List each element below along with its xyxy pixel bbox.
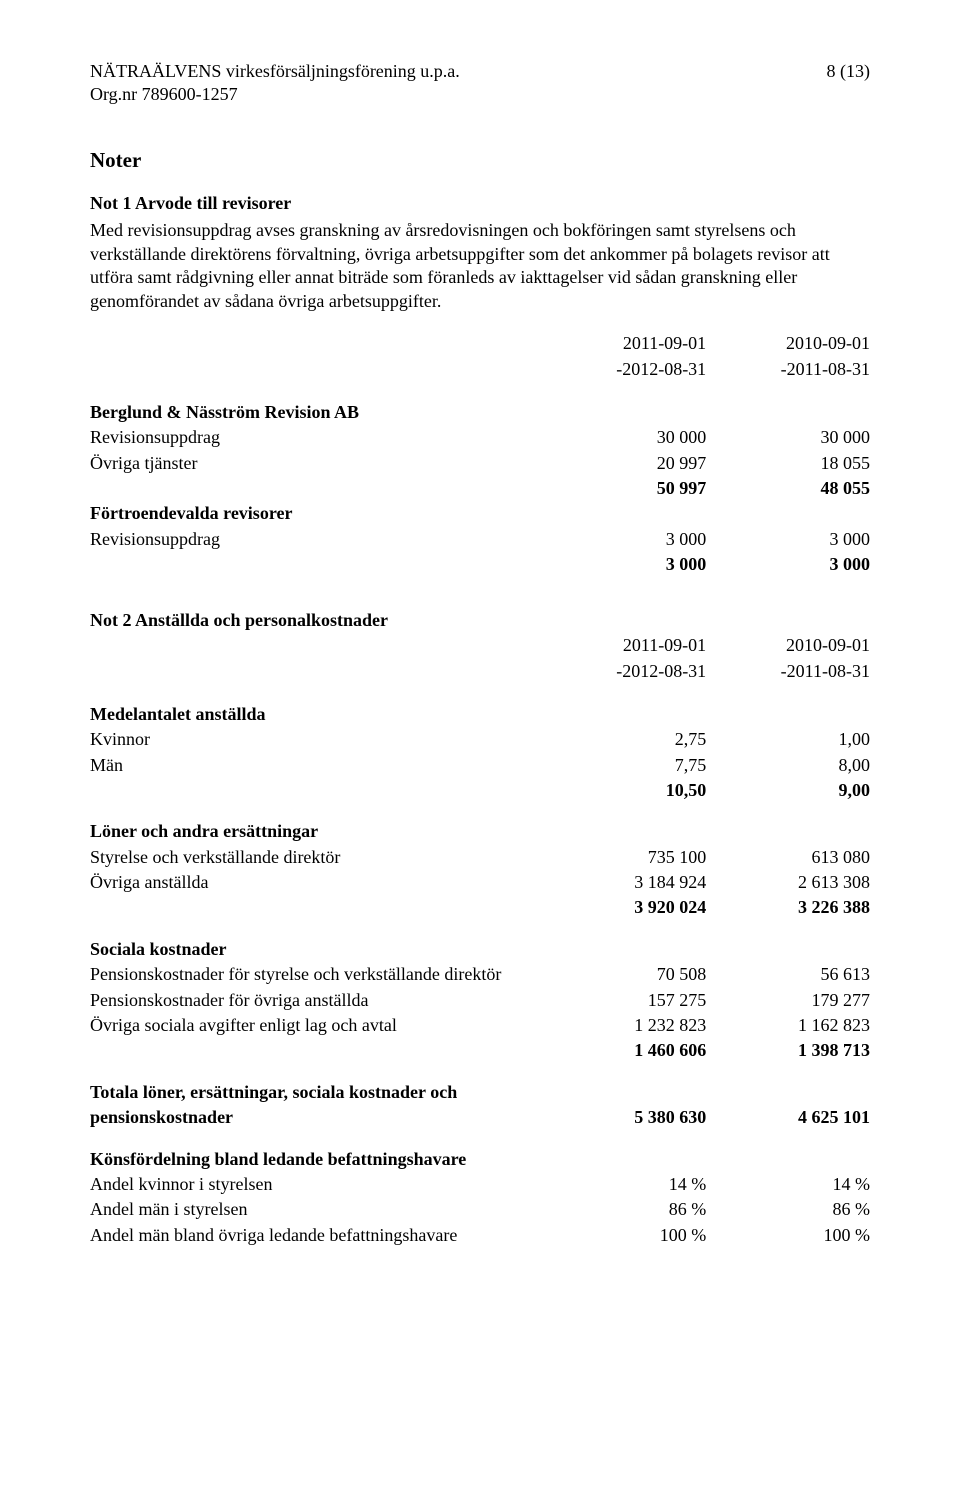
table-row-sum: 3 000 3 000 <box>90 552 870 577</box>
org-name: NÄTRAÄLVENS virkesförsäljningsförening u… <box>90 60 460 83</box>
cell-value: 70 508 <box>542 962 706 987</box>
note1-body: Med revisionsuppdrag avses granskning av… <box>90 219 870 313</box>
page-number: 8 (13) <box>827 60 871 83</box>
table-row: Revisionsuppdrag 3 000 3 000 <box>90 527 870 552</box>
table-row-total: pensionskostnader 5 380 630 4 625 101 <box>90 1105 870 1130</box>
cell-value: 7,75 <box>542 753 706 778</box>
table-row: Revisionsuppdrag 30 000 30 000 <box>90 425 870 450</box>
cell-value: 86 % <box>706 1197 870 1222</box>
table-row-sum: 1 460 606 1 398 713 <box>90 1038 870 1063</box>
row-label: Övriga sociala avgifter enligt lag och a… <box>90 1013 542 1038</box>
period-a-end: -2012-08-31 <box>542 659 706 685</box>
cell-value: 157 275 <box>542 988 706 1013</box>
row-label: Andel män i styrelsen <box>90 1197 542 1222</box>
cell-value: 1 232 823 <box>542 1013 706 1038</box>
period-b-start: 2010-09-01 <box>706 331 870 357</box>
cell-value: 30 000 <box>542 425 706 450</box>
table-row: Kvinnor 2,75 1,00 <box>90 727 870 752</box>
note1-group2-title: Förtroendevalda revisorer <box>90 501 542 526</box>
note1-table: 2011-09-01 2010-09-01 -2012-08-31 -2011-… <box>90 331 870 578</box>
period-a-end: -2012-08-31 <box>542 357 706 383</box>
note1-title: Not 1 Arvode till revisorer <box>90 192 870 215</box>
row-label: Revisionsuppdrag <box>90 527 542 552</box>
cell-value: 30 000 <box>706 425 870 450</box>
table-row-sum: 50 997 48 055 <box>90 476 870 501</box>
cell-value: 1,00 <box>706 727 870 752</box>
cell-value: 86 % <box>542 1197 706 1222</box>
cell-value: 3 000 <box>706 552 870 577</box>
row-label: Styrelse och verkställande direktör <box>90 845 542 870</box>
cell-value: 3 226 388 <box>706 895 870 920</box>
note2-sec1-title: Medelantalet anställda <box>90 702 542 727</box>
total-label-line1: Totala löner, ersättningar, sociala kost… <box>90 1080 542 1105</box>
period-b-end: -2011-08-31 <box>706 357 870 383</box>
cell-value: 18 055 <box>706 451 870 476</box>
cell-value: 100 % <box>706 1223 870 1248</box>
note2-sec3-title: Sociala kostnader <box>90 937 542 962</box>
cell-value: 3 000 <box>542 527 706 552</box>
period-b-start: 2010-09-01 <box>706 633 870 659</box>
table-row: Övriga sociala avgifter enligt lag och a… <box>90 1013 870 1038</box>
cell-value: 9,00 <box>706 778 870 803</box>
table-row: Män 7,75 8,00 <box>90 753 870 778</box>
row-label: Pensionskostnader för övriga anställda <box>90 988 542 1013</box>
table-row: Övriga tjänster 20 997 18 055 <box>90 451 870 476</box>
cell-value: 1 162 823 <box>706 1013 870 1038</box>
row-label: Kvinnor <box>90 727 542 752</box>
note2-table: Not 2 Anställda och personalkostnader 20… <box>90 608 870 1249</box>
table-row: Andel män bland övriga ledande befattnin… <box>90 1223 870 1248</box>
cell-value: 8,00 <box>706 753 870 778</box>
cell-value: 2 613 308 <box>706 870 870 895</box>
noter-heading: Noter <box>90 147 870 174</box>
cell-value: 3 184 924 <box>542 870 706 895</box>
row-label: Övriga anställda <box>90 870 542 895</box>
row-label: Revisionsuppdrag <box>90 425 542 450</box>
note2-sec2-title: Löner och andra ersättningar <box>90 819 542 844</box>
row-label: Andel kvinnor i styrelsen <box>90 1172 542 1197</box>
cell-value: 735 100 <box>542 845 706 870</box>
note2-title: Not 2 Anställda och personalkostnader <box>90 608 542 633</box>
row-label: Andel män bland övriga ledande befattnin… <box>90 1223 542 1248</box>
cell-value: 1 398 713 <box>706 1038 870 1063</box>
row-label: Pensionskostnader för styrelse och verks… <box>90 962 542 987</box>
cell-value: 3 920 024 <box>542 895 706 920</box>
total-label-line2: pensionskostnader <box>90 1105 542 1130</box>
cell-value: 14 % <box>706 1172 870 1197</box>
table-row-sum: 3 920 024 3 226 388 <box>90 895 870 920</box>
cell-value: 4 625 101 <box>706 1105 870 1130</box>
cell-value: 179 277 <box>706 988 870 1013</box>
cell-value: 3 000 <box>706 527 870 552</box>
table-row: Övriga anställda 3 184 924 2 613 308 <box>90 870 870 895</box>
page-header: NÄTRAÄLVENS virkesförsäljningsförening u… <box>90 60 870 107</box>
org-number: Org.nr 789600-1257 <box>90 83 460 106</box>
cell-value: 48 055 <box>706 476 870 501</box>
table-row: Andel kvinnor i styrelsen 14 % 14 % <box>90 1172 870 1197</box>
cell-value: 56 613 <box>706 962 870 987</box>
cell-value: 14 % <box>542 1172 706 1197</box>
table-row: Pensionskostnader för styrelse och verks… <box>90 962 870 987</box>
table-row-sum: 10,50 9,00 <box>90 778 870 803</box>
cell-value: 100 % <box>542 1223 706 1248</box>
cell-value: 5 380 630 <box>542 1105 706 1130</box>
note1-group1-title: Berglund & Näsström Revision AB <box>90 400 542 425</box>
cell-value: 20 997 <box>542 451 706 476</box>
cell-value: 10,50 <box>542 778 706 803</box>
table-row: Andel män i styrelsen 86 % 86 % <box>90 1197 870 1222</box>
table-row: Pensionskostnader för övriga anställda 1… <box>90 988 870 1013</box>
cell-value: 2,75 <box>542 727 706 752</box>
table-row: Styrelse och verkställande direktör 735 … <box>90 845 870 870</box>
cell-value: 1 460 606 <box>542 1038 706 1063</box>
note2-sec4-title: Könsfördelning bland ledande befattnings… <box>90 1147 542 1172</box>
cell-value: 50 997 <box>542 476 706 501</box>
period-b-end: -2011-08-31 <box>706 659 870 685</box>
row-label: Övriga tjänster <box>90 451 542 476</box>
cell-value: 3 000 <box>542 552 706 577</box>
row-label: Män <box>90 753 542 778</box>
period-a-start: 2011-09-01 <box>542 633 706 659</box>
period-a-start: 2011-09-01 <box>542 331 706 357</box>
cell-value: 613 080 <box>706 845 870 870</box>
